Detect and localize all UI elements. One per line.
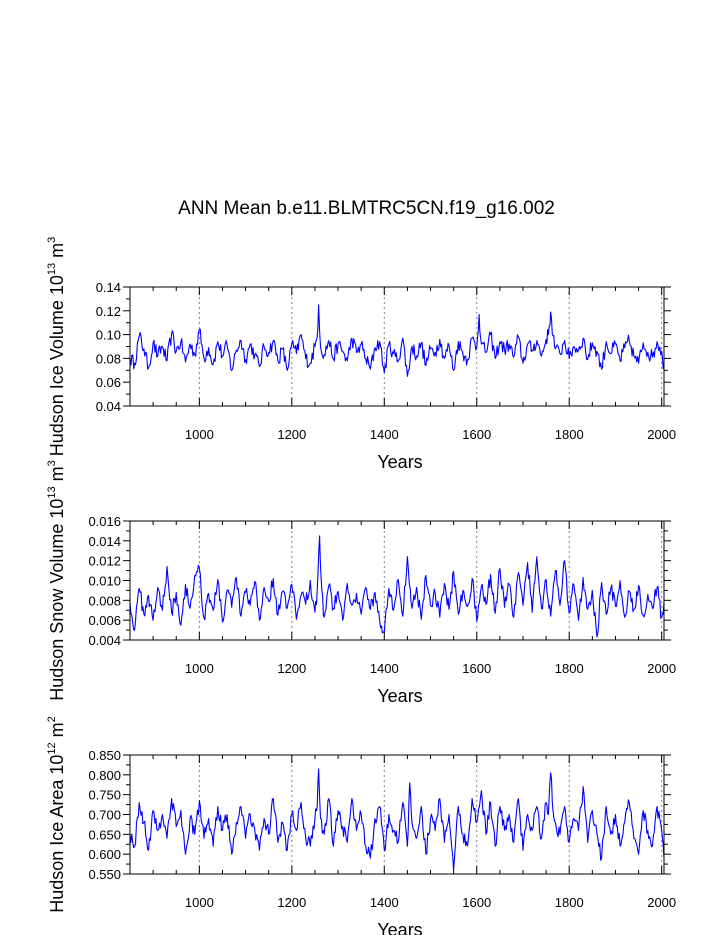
panel-2-xlabel: Years (377, 686, 422, 706)
panel-1-ylabel: Hudson Ice Volume 1013 m3 (46, 237, 67, 457)
panel-2-ytick-label: 0.016 (88, 514, 121, 529)
panel-1-ylabel-part: Hudson Ice Volume 10 (47, 275, 67, 456)
panel-3-xtick-label: 1000 (185, 895, 214, 910)
panel-1-ylabel-part: m (47, 243, 67, 263)
panel-1-ytick-label: 0.06 (96, 375, 121, 390)
panel-1-frame (129, 286, 665, 407)
panel-3-xtick-label: 2000 (647, 895, 676, 910)
panel-1-ylabel-part: 3 (46, 237, 58, 243)
panel-2-ytick-label: 0.014 (88, 534, 121, 549)
panel-3-ylabel-part: 12 (46, 742, 58, 754)
panel-3-xtick-label: 1600 (462, 895, 491, 910)
panel-3-ytick-label: 0.750 (88, 788, 121, 803)
panel-1-ytick-label: 0.08 (96, 351, 121, 366)
panel-2-ylabel: Hudson Snow Volume 1013 m3 (46, 460, 67, 701)
panel-3-xtick-label: 1200 (277, 895, 306, 910)
panel-3-series-line (129, 768, 665, 871)
panel-3-ytick-label: 0.550 (88, 867, 121, 882)
panel-1-xtick-label: 2000 (647, 427, 676, 442)
panel-1-series-line (129, 304, 665, 377)
panel-2-xtick-label: 1000 (185, 661, 214, 676)
panel-3-frame (129, 754, 665, 875)
panel-1-ylabel-part: 13 (46, 263, 58, 275)
panel-1-ytick-label: 0.14 (96, 280, 121, 295)
panel-3-ylabel-part: m (47, 722, 67, 742)
panel-2-xtick-label: 1200 (277, 661, 306, 676)
panel-2-ytick-label: 0.006 (88, 613, 121, 628)
panel-2-ylabel-part: Hudson Snow Volume 10 (47, 499, 67, 701)
panel-3-ylabel: Hudson Ice Area 1012 m2 (46, 716, 67, 912)
panel-3-ytick-label: 0.800 (88, 768, 121, 783)
panel-2-xtick-label: 1600 (462, 661, 491, 676)
panel-1-xlabel: Years (377, 452, 422, 472)
panel-3-ytick-label: 0.850 (88, 748, 121, 763)
panel-3-ytick-label: 0.600 (88, 847, 121, 862)
panel-2-ylabel-part: 13 (46, 486, 58, 498)
figure-title: ANN Mean b.e11.BLMTRC5CN.f19_g16.002 (178, 198, 555, 219)
panel-2-ylabel-part: 3 (46, 460, 58, 466)
panel-1-xtick-label: 1200 (277, 427, 306, 442)
panel-2-xtick-label: 1400 (370, 661, 399, 676)
panel-1-xtick-label: 1600 (462, 427, 491, 442)
panel-3-ytick-label: 0.650 (88, 827, 121, 842)
panel-3-xtick-label: 1800 (555, 895, 584, 910)
panel-3-ylabel-part: 2 (46, 716, 58, 722)
panel-2-xtick-label: 1800 (555, 661, 584, 676)
panel-2-ytick-label: 0.012 (88, 554, 121, 569)
panel-1-xtick-label: 1400 (370, 427, 399, 442)
panel-3-ylabel-part: Hudson Ice Area 10 (47, 755, 67, 913)
panel-1-ytick-label: 0.12 (96, 304, 121, 319)
panel-2-ytick-label: 0.004 (88, 633, 121, 648)
panel-2-ylabel-part: m (47, 466, 67, 486)
panel-3-xlabel: Years (377, 920, 422, 935)
panel-3-xtick-label: 1400 (370, 895, 399, 910)
panel-1-ytick-label: 0.10 (96, 328, 121, 343)
panel-2-ytick-label: 0.008 (88, 593, 121, 608)
panel-1-xtick-label: 1800 (555, 427, 584, 442)
panel-2-series-line (129, 535, 665, 638)
panel-2-xtick-label: 2000 (647, 661, 676, 676)
panel-1-ytick-label: 0.04 (96, 399, 121, 414)
panel-2-ytick-label: 0.010 (88, 574, 121, 589)
panel-1-xtick-label: 1000 (185, 427, 214, 442)
panel-3-ytick-label: 0.700 (88, 808, 121, 823)
